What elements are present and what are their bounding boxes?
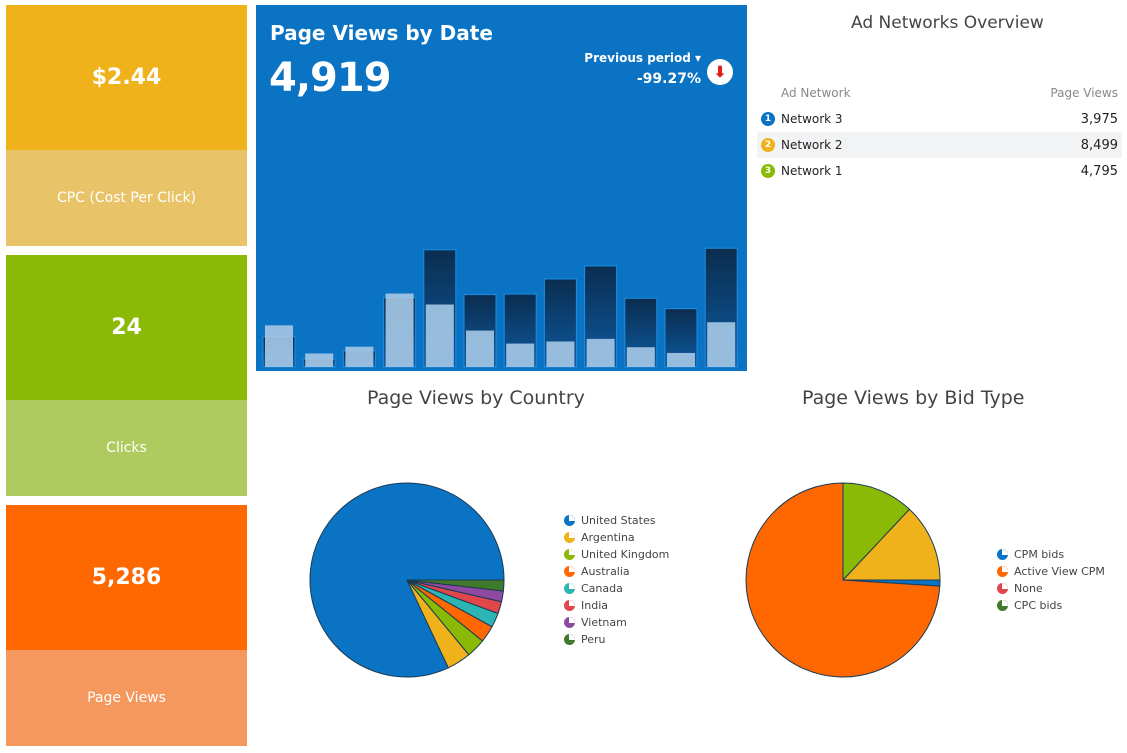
kpi-cpc-label: CPC (Cost Per Click)	[6, 150, 247, 246]
page-views-by-date-widget[interactable]: Page Views by Date 4,919 Previous period…	[256, 5, 747, 371]
table-row[interactable]: 1 Network 3 3,975	[757, 106, 1122, 132]
col-ad-network[interactable]: Ad Network	[781, 86, 851, 100]
col-page-views[interactable]: Page Views	[1050, 86, 1118, 100]
network-name: Network 3	[781, 112, 843, 126]
page-views-by-date-title: Page Views by Date	[270, 21, 493, 45]
legend-label: None	[1014, 582, 1043, 595]
rank-badge: 3	[761, 164, 775, 178]
legend-label: United States	[581, 514, 656, 527]
legend-item[interactable]: Active View CPM	[997, 563, 1105, 580]
legend-item[interactable]: Peru	[564, 631, 669, 648]
network-views: 8,499	[1080, 137, 1118, 153]
network-name: Network 1	[781, 164, 843, 178]
kpi-page-views-label: Page Views	[6, 650, 247, 746]
country-chart-title: Page Views by Country	[367, 387, 585, 409]
legend-swatch	[997, 549, 1008, 560]
pie-slice-1	[745, 482, 941, 678]
bid-type-pie-chart	[745, 482, 941, 678]
kpi-clicks[interactable]: 24 Clicks	[6, 255, 247, 496]
legend-item[interactable]: Australia	[564, 563, 669, 580]
bid-chart-title: Page Views by Bid Type	[802, 387, 1025, 409]
legend-swatch	[564, 634, 575, 645]
legend-item[interactable]: United States	[564, 512, 669, 529]
pie-slice-2	[842, 482, 911, 582]
bar-current-0	[265, 325, 293, 367]
legend-item[interactable]: CPM bids	[997, 546, 1105, 563]
legend-label: CPM bids	[1014, 548, 1065, 561]
rank-badge: 1	[761, 112, 775, 126]
arrow-down-icon: ⬇	[707, 59, 733, 85]
bar-current-1	[305, 353, 334, 367]
kpi-clicks-value: 24	[6, 255, 247, 400]
bar-current-8	[586, 338, 615, 367]
country-pie-chart	[309, 482, 505, 678]
legend-item[interactable]: CPC bids	[997, 597, 1105, 614]
legend-swatch	[564, 532, 575, 543]
ad-networks-title: Ad Networks Overview	[851, 13, 1044, 33]
rank-badge: 2	[761, 138, 775, 152]
bar-current-7	[546, 341, 575, 367]
legend-swatch	[997, 566, 1008, 577]
bar-current-3	[385, 293, 414, 367]
bar-current-11	[707, 322, 736, 367]
bar-current-6	[506, 343, 535, 367]
legend-item[interactable]: Argentina	[564, 529, 669, 546]
legend-label: Peru	[581, 633, 606, 646]
comparison-block: Previous period ▾ -99.27%	[584, 51, 701, 87]
legend-label: United Kingdom	[581, 548, 670, 561]
legend-label: Canada	[581, 582, 623, 595]
legend-label: Australia	[581, 565, 630, 578]
legend-label: Vietnam	[581, 616, 627, 629]
kpi-page-views[interactable]: 5,286 Page Views	[6, 505, 247, 746]
pie-slice-3	[841, 508, 941, 581]
legend-label: Argentina	[581, 531, 635, 544]
kpi-clicks-label: Clicks	[6, 400, 247, 496]
previous-period-dropdown[interactable]: Previous period ▾	[584, 51, 701, 65]
network-views: 3,975	[1080, 111, 1118, 127]
table-row[interactable]: 2 Network 2 8,499	[757, 132, 1122, 158]
legend-item[interactable]: Vietnam	[564, 614, 669, 631]
legend-swatch	[564, 617, 575, 628]
network-name: Network 2	[781, 138, 843, 152]
comparison-value: -99.27%	[636, 71, 701, 87]
page-views-total: 4,919	[269, 55, 392, 101]
legend-label: Active View CPM	[1014, 565, 1105, 578]
bar-current-2	[345, 346, 374, 367]
legend-swatch	[564, 549, 575, 560]
legend-item[interactable]: None	[997, 580, 1105, 597]
ad-networks-table: Ad Network Page Views 1 Network 3 3,975 2…	[757, 80, 1122, 184]
kpi-cpc[interactable]: $2.44 CPC (Cost Per Click)	[6, 5, 247, 246]
bar-current-4	[425, 304, 454, 367]
kpi-page-views-value: 5,286	[6, 505, 247, 650]
network-views: 4,795	[1080, 163, 1118, 179]
legend-item[interactable]: United Kingdom	[564, 546, 669, 563]
kpi-cpc-value: $2.44	[6, 5, 247, 150]
table-row[interactable]: 3 Network 1 4,795	[757, 158, 1122, 184]
ad-networks-header: Ad Network Page Views	[757, 80, 1122, 106]
page-views-bar-chart	[262, 247, 738, 368]
legend-swatch	[564, 566, 575, 577]
legend-swatch	[564, 600, 575, 611]
legend-label: India	[581, 599, 608, 612]
pie-slice-7	[406, 579, 505, 592]
legend-item[interactable]: Canada	[564, 580, 669, 597]
legend-swatch	[564, 515, 575, 526]
bar-current-5	[466, 330, 494, 367]
bid-type-legend: CPM bids Active View CPM None CPC bids	[997, 546, 1105, 614]
legend-swatch	[564, 583, 575, 594]
legend-swatch	[997, 600, 1008, 611]
bar-current-9	[626, 347, 655, 367]
legend-item[interactable]: India	[564, 597, 669, 614]
legend-label: CPC bids	[1014, 599, 1063, 612]
country-legend: United States Argentina United Kingdom Aust…	[564, 512, 669, 648]
bar-current-10	[667, 352, 695, 367]
legend-swatch	[997, 583, 1008, 594]
